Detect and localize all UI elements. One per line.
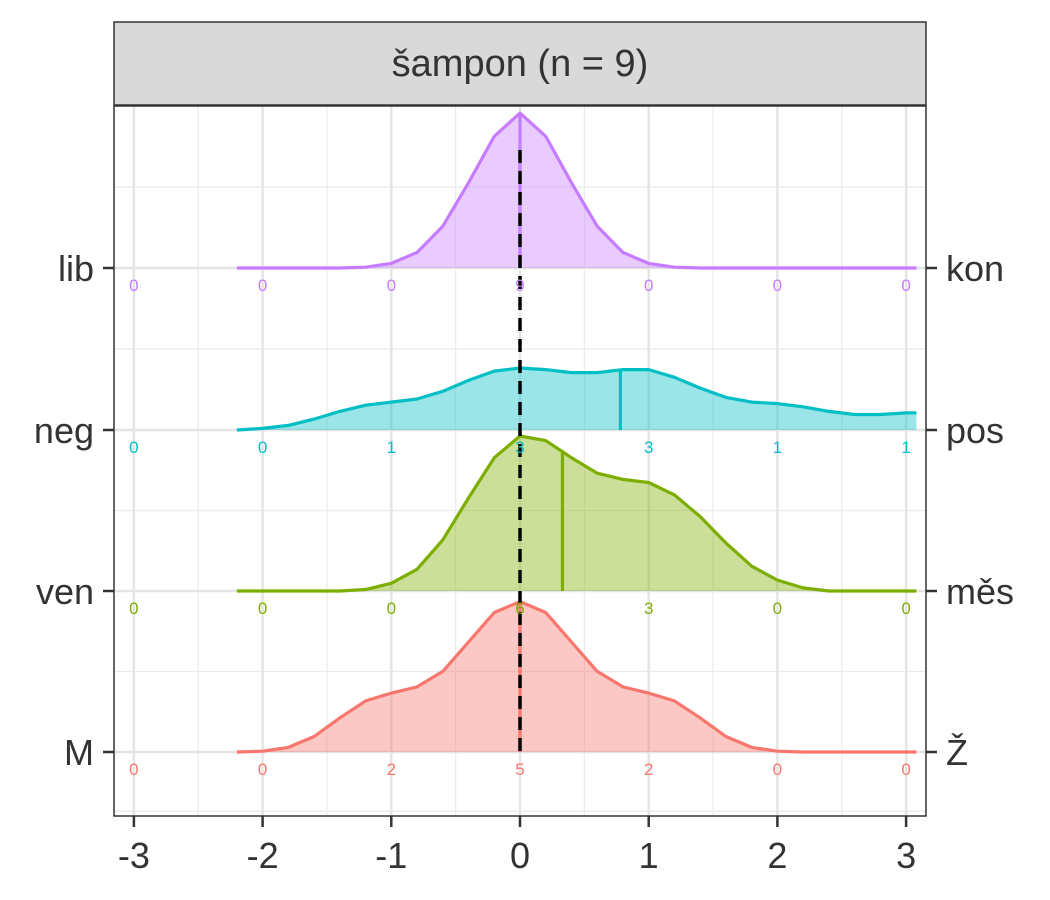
ridge-neg [236,366,917,432]
ridge-lib [236,111,917,270]
density-area [236,601,917,752]
count-label: 0 [644,276,653,295]
count-label: 0 [129,276,138,295]
x-tick-label: 0 [510,835,530,876]
count-label: 0 [129,438,138,457]
y-label-left: neg [34,410,94,451]
y-label-right: měs [946,571,1014,612]
count-label: 2 [644,760,653,779]
y-label-left: M [64,732,94,773]
count-label: 0 [258,276,267,295]
count-labels: 0 0 2 5 2 0 0 0 0 0 6 3 0 0 0 0 1 3 3 1 1 0 0 0 9 0 0 0 [129,276,911,779]
count-label: 0 [387,599,396,618]
x-tick-label: 2 [767,835,787,876]
count-label: 0 [901,760,910,779]
count-label: 0 [258,438,267,457]
count-label: 0 [901,276,910,295]
ridge-M [236,600,917,754]
ridge-ven [236,434,917,593]
count-label: 0 [258,760,267,779]
count-label: 0 [129,599,138,618]
count-label: 3 [515,438,524,457]
count-label: 9 [515,276,524,295]
count-label: 0 [258,599,267,618]
count-label: 0 [773,599,782,618]
count-label: 6 [515,599,524,618]
density-area [236,368,917,430]
count-label: 2 [387,760,396,779]
count-label: 0 [129,760,138,779]
count-label: 1 [387,438,396,457]
x-tick-label: 3 [896,835,916,876]
count-label: 1 [773,438,782,457]
count-label: 3 [644,599,653,618]
count-label: 3 [644,438,653,457]
density-curve [236,434,917,593]
facet-strip [113,21,927,106]
y-label-right: kon [946,248,1004,289]
y-label-left: ven [36,571,94,612]
count-label: 0 [773,276,782,295]
count-label: 0 [387,276,396,295]
x-tick-label: -1 [375,835,407,876]
y-label-right: pos [946,410,1004,451]
density-ridges [236,111,917,754]
x-tick-label: -2 [247,835,279,876]
density-area [236,113,917,268]
y-label-left: lib [58,248,94,289]
x-axis: -3 -2 -1 0 1 2 3 [118,816,916,876]
x-tick-label: 1 [639,835,659,876]
density-curve [236,600,917,754]
density-area [236,436,917,591]
density-curve [236,366,917,432]
count-label: 1 [901,438,910,457]
count-label: 0 [901,599,910,618]
count-label: 5 [515,760,524,779]
count-label: 0 [773,760,782,779]
facet-title: šampon (n = 9) [392,43,649,85]
x-tick-label: -3 [118,835,150,876]
y-label-right: Ž [946,732,968,773]
